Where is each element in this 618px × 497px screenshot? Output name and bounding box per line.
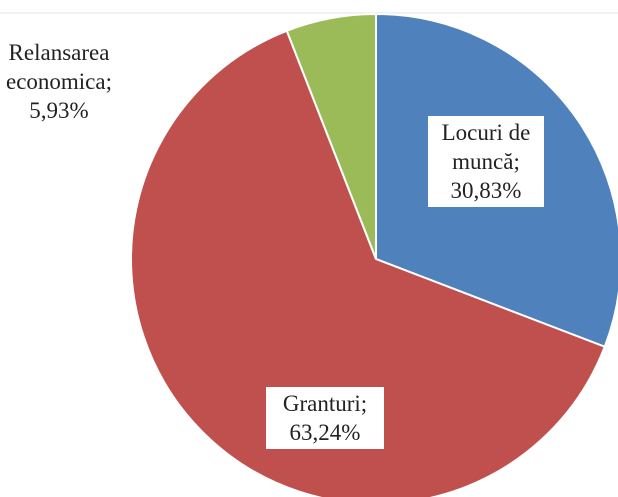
category-label: Granturi; (282, 391, 368, 416)
slice-label: Relansarea economica; 5,93% (0, 38, 118, 125)
pie-slice (130, 29, 607, 497)
pie-slice (285, 12, 377, 260)
category-label: Locuri de muncă; (441, 120, 531, 174)
value-label: 30,83% (450, 178, 522, 203)
value-label: 5,93% (29, 98, 89, 123)
slice-label: Locuri de muncă; 30,83% (428, 116, 544, 207)
slice-label: Granturi; 63,24% (266, 387, 384, 449)
category-label: Relansarea economica; (5, 40, 112, 94)
value-label: 63,24% (289, 420, 361, 445)
